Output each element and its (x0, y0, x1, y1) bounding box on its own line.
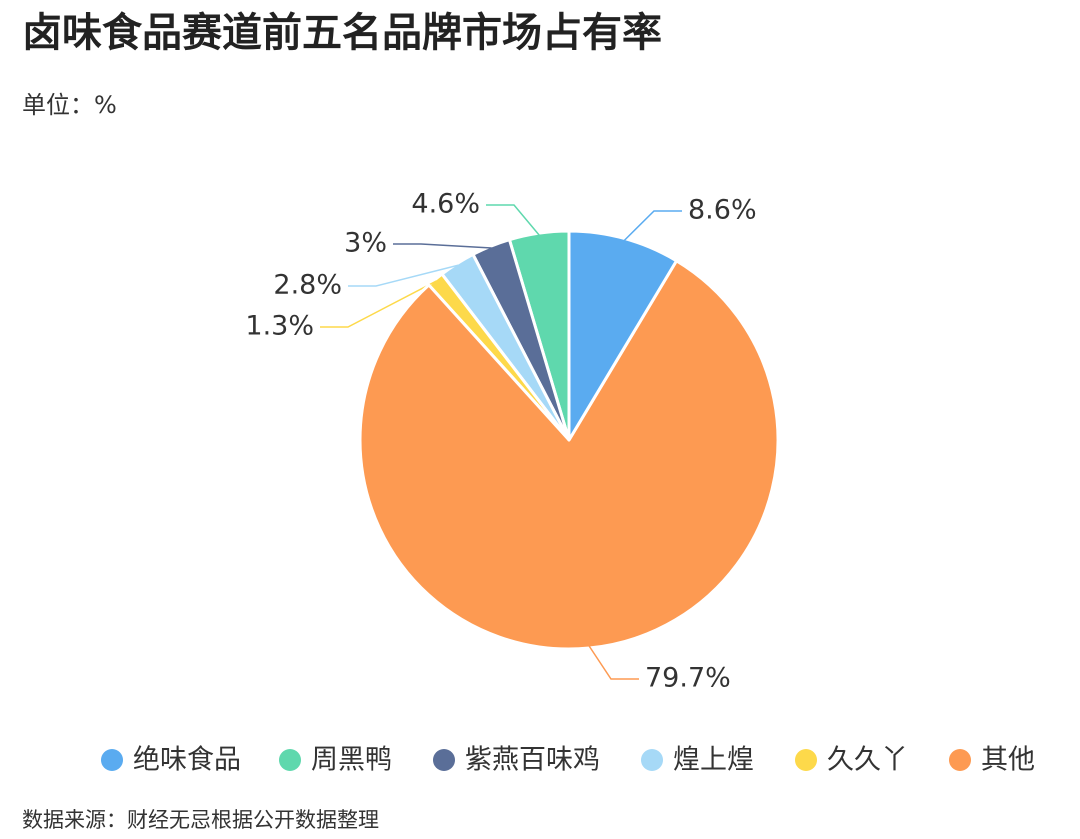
source-note: 数据来源：财经无忌根据公开数据整理 (22, 808, 379, 832)
leader-line (486, 204, 540, 236)
legend-label: 煌上煌 (673, 745, 754, 776)
data-label: 2.8% (273, 270, 342, 301)
legend-label: 周黑鸭 (311, 745, 392, 776)
legend-marker (641, 749, 663, 771)
pie-slice (358, 259, 780, 651)
pie-slice (567, 229, 679, 442)
leader-line (393, 243, 492, 249)
data-label: 3% (344, 228, 387, 259)
legend-marker (101, 749, 123, 771)
data-label: 1.3% (245, 311, 314, 342)
unit-note: 单位：% (22, 91, 117, 119)
legend-label: 久久丫 (827, 745, 908, 776)
leader-line (588, 645, 639, 680)
leader-line (623, 210, 682, 242)
chart-title: 卤味食品赛道前五名品牌市场占有率 (22, 10, 662, 56)
legend-marker (795, 749, 817, 771)
legend-marker (949, 749, 971, 771)
data-label: 8.6% (688, 195, 757, 226)
legend-label: 绝味食品 (133, 745, 241, 776)
legend-label: 紫燕百味鸡 (465, 745, 600, 776)
data-label: 79.7% (645, 663, 731, 694)
leader-line (348, 264, 459, 287)
legend-marker (433, 749, 455, 771)
data-label: 4.6% (411, 189, 480, 220)
legend-marker (279, 749, 301, 771)
legend-label: 其他 (981, 745, 1035, 776)
leader-line (320, 280, 437, 328)
